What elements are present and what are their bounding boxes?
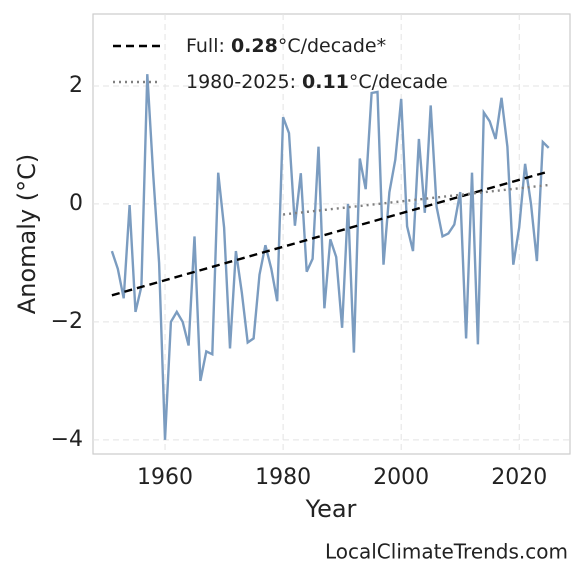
legend-text: 1980-2025: <box>186 71 302 93</box>
x-tick-label: 2020 <box>491 465 547 490</box>
x-tick-label: 1960 <box>137 465 193 490</box>
x-tick-label: 2000 <box>373 465 429 490</box>
y-tick-label: 0 <box>69 191 83 216</box>
x-axis-label: Year <box>305 495 357 523</box>
legend-text: °C/decade <box>349 71 448 93</box>
legend-text: 0.28 <box>231 35 278 57</box>
legend-text: 0.11 <box>302 71 349 93</box>
x-tick-label: 1980 <box>255 465 311 490</box>
y-tick-label: −4 <box>51 427 83 452</box>
legend-text: °C/decade* <box>278 35 386 57</box>
legend-text: Full: <box>186 35 231 57</box>
y-tick-label: −2 <box>51 309 83 334</box>
legend-label: 1980-2025: 0.11°C/decade <box>186 71 448 93</box>
trend-line <box>111 170 550 297</box>
source: LocalClimateTrends.com <box>325 540 568 564</box>
y-tick-label: 2 <box>69 73 83 98</box>
data-line <box>110 74 550 440</box>
legend-label: Full: 0.28°C/decade* <box>186 35 386 57</box>
trend-line <box>282 183 549 216</box>
y-axis-label: Anomaly (°C) <box>13 154 41 314</box>
